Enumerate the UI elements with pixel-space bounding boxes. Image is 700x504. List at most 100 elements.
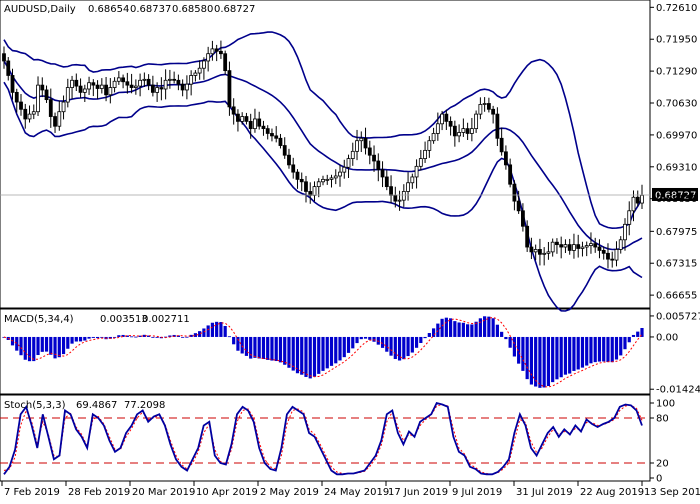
ohlc-low: 0.68580 bbox=[172, 4, 213, 15]
macd-panel[interactable] bbox=[0, 308, 651, 395]
candle-body bbox=[193, 72, 198, 76]
macd-bar bbox=[576, 336, 580, 370]
candle-body bbox=[78, 85, 83, 93]
macd-bar bbox=[125, 335, 129, 337]
candle-body bbox=[210, 48, 215, 55]
stoch-signal-line bbox=[3, 403, 643, 475]
candle-body bbox=[461, 128, 466, 133]
candle-body bbox=[457, 132, 462, 137]
macd-bar bbox=[49, 336, 53, 355]
candle-body bbox=[333, 175, 338, 179]
candle-body bbox=[580, 246, 585, 249]
candle-body bbox=[546, 251, 551, 254]
candle-body bbox=[627, 210, 632, 225]
macd-bar bbox=[78, 336, 83, 342]
candle-body bbox=[363, 137, 368, 149]
price-tick-label: 0.72610 bbox=[656, 3, 697, 14]
macd-bar bbox=[389, 336, 393, 356]
candle-body bbox=[640, 194, 644, 204]
macd-bar bbox=[134, 336, 138, 338]
macd-bar bbox=[181, 336, 185, 338]
macd-bar bbox=[300, 336, 304, 375]
candle-body bbox=[393, 194, 398, 202]
candle-body bbox=[567, 244, 572, 251]
candle-body bbox=[397, 199, 402, 202]
candle-body bbox=[435, 123, 440, 134]
macd-bar bbox=[44, 336, 49, 352]
macd-signal-line bbox=[3, 316, 643, 388]
macd-bar bbox=[287, 336, 291, 368]
macd-bar bbox=[508, 336, 512, 348]
candle-body bbox=[82, 88, 87, 93]
macd-bar bbox=[555, 336, 559, 380]
candle-body bbox=[270, 133, 274, 137]
macd-bar bbox=[623, 336, 627, 350]
candle-body bbox=[538, 249, 542, 255]
macd-bar bbox=[491, 318, 495, 337]
candle-body bbox=[593, 243, 598, 248]
macd-bar bbox=[91, 336, 95, 338]
price-tick-label: 0.69970 bbox=[656, 130, 697, 141]
price-tick-label: 0.67315 bbox=[656, 259, 697, 270]
macd-bar bbox=[151, 336, 155, 338]
x-tick-label: 24 May 2019 bbox=[324, 487, 389, 498]
candle-body bbox=[423, 149, 427, 159]
macd-bar bbox=[308, 336, 312, 379]
macd-bar bbox=[53, 336, 57, 359]
macd-bar bbox=[546, 336, 551, 387]
price-tick-label: 0.71290 bbox=[656, 67, 697, 78]
candle-body bbox=[521, 210, 525, 227]
macd-bar bbox=[542, 336, 546, 388]
candle-body bbox=[350, 150, 355, 159]
macd-bar bbox=[193, 333, 197, 337]
candle-body bbox=[274, 135, 279, 139]
candle-body bbox=[584, 245, 589, 248]
candle-body bbox=[576, 244, 581, 249]
macd-bar bbox=[87, 336, 91, 339]
macd-bar bbox=[70, 336, 74, 344]
macd-bar bbox=[206, 325, 210, 337]
stoch-title: Stoch(5,3,3) bbox=[4, 400, 66, 411]
candle-body bbox=[431, 133, 436, 142]
price-panel[interactable] bbox=[0, 0, 651, 309]
macd-bar bbox=[198, 331, 202, 337]
candle-body bbox=[253, 118, 257, 130]
candle-body bbox=[418, 158, 423, 167]
macd-bar bbox=[155, 336, 159, 338]
macd-bar bbox=[189, 334, 193, 337]
candle-body bbox=[367, 147, 372, 156]
candle-body bbox=[14, 91, 19, 103]
candle-body bbox=[478, 104, 483, 115]
candle-body bbox=[338, 171, 342, 177]
macd-bar bbox=[278, 336, 283, 363]
macd-bar bbox=[210, 322, 215, 337]
candle-body bbox=[227, 70, 232, 108]
macd-bar bbox=[176, 335, 180, 337]
macd-bar bbox=[385, 336, 389, 352]
macd-bar bbox=[108, 336, 112, 339]
macd-bar bbox=[466, 324, 470, 337]
candle-body bbox=[550, 241, 555, 253]
candle-body bbox=[389, 186, 393, 196]
stoch-layer bbox=[0, 401, 650, 476]
macd-bar bbox=[355, 336, 359, 344]
candle-body bbox=[129, 84, 134, 88]
candle-body bbox=[491, 108, 496, 115]
macd-bar bbox=[423, 336, 427, 339]
candle-body bbox=[482, 103, 487, 105]
current-price-tag bbox=[652, 187, 698, 201]
candle-body bbox=[57, 111, 62, 127]
macd-tick-label: 0.005727 bbox=[656, 311, 700, 322]
candle-body bbox=[53, 116, 57, 127]
candle-body bbox=[359, 137, 364, 142]
macd-bar bbox=[457, 322, 461, 337]
candle-body bbox=[197, 67, 202, 74]
macd-bar bbox=[440, 318, 444, 337]
macd-bar bbox=[261, 336, 266, 360]
macd-bar bbox=[338, 336, 342, 361]
macd-bar bbox=[568, 336, 572, 374]
candle-body bbox=[116, 77, 121, 82]
macd-bar bbox=[304, 336, 308, 377]
candle-body bbox=[91, 82, 96, 86]
macd-title: MACD(5,34,4) bbox=[4, 314, 74, 325]
